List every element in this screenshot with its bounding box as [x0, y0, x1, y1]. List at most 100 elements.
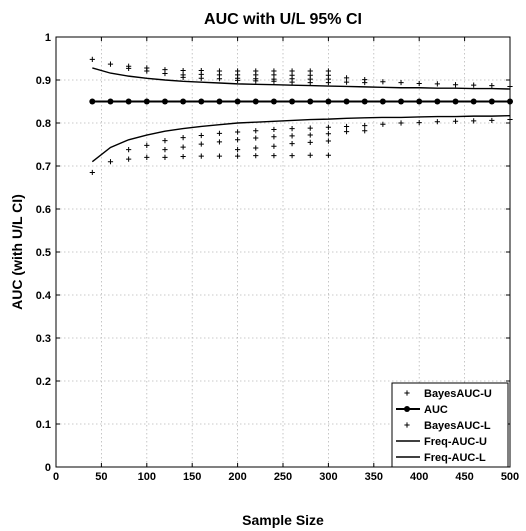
data-point: [126, 65, 132, 71]
data-point: [126, 156, 132, 162]
y-axis-label: AUC (with U/L CI): [9, 194, 25, 310]
data-point: [307, 132, 313, 138]
legend-marker: [404, 422, 410, 428]
data-point: [107, 61, 114, 67]
data-point: [89, 98, 96, 105]
data-point: [162, 154, 168, 160]
x-tick-label: 400: [410, 471, 428, 483]
y-tick-label: 0.7: [36, 161, 51, 173]
data-point: [235, 137, 241, 143]
data-point: [216, 130, 223, 136]
data-point: [216, 139, 223, 145]
data-point: [416, 80, 422, 87]
data-point: [380, 121, 386, 127]
data-point: [361, 98, 368, 105]
data-point: [89, 56, 95, 62]
data-point: [398, 98, 405, 105]
data-point: [507, 116, 513, 123]
legend-label: BayesAUC-U: [424, 388, 492, 400]
data-point: [216, 76, 223, 82]
data-point: [380, 79, 386, 85]
legend-item: Freq-AUC-L: [396, 452, 486, 464]
data-point: [253, 153, 259, 159]
data-point: [180, 135, 186, 141]
data-point: [180, 98, 187, 105]
legend-label: BayesAUC-L: [424, 420, 491, 432]
legend-item: Freq-AUC-U: [396, 436, 487, 448]
data-point: [161, 98, 168, 105]
data-point: [235, 147, 241, 153]
y-tick-label: 0: [45, 462, 51, 474]
legend-marker: [404, 390, 410, 396]
data-point: [198, 132, 204, 139]
data-point: [144, 154, 150, 160]
data-point: [234, 98, 241, 105]
data-point: [253, 145, 259, 151]
data-point: [216, 153, 223, 159]
data-point: [271, 134, 277, 140]
data-point: [507, 98, 513, 105]
legend-box: [391, 382, 509, 468]
y-tick-label: 0.6: [36, 204, 51, 216]
y-tick-label: 1: [45, 32, 51, 44]
x-tick-label: 50: [95, 471, 107, 483]
data-point: [362, 122, 368, 129]
x-tick-label: 350: [365, 471, 383, 483]
data-point: [307, 98, 314, 105]
data-point: [271, 78, 277, 84]
x-tick-label: 0: [53, 471, 59, 483]
data-point: [89, 169, 95, 176]
data-point: [434, 119, 440, 125]
data-point: [235, 153, 241, 159]
data-point: [416, 119, 422, 126]
y-tick-label: 0.2: [36, 376, 51, 388]
data-point: [271, 153, 277, 159]
data-point: [126, 147, 132, 153]
data-point: [307, 79, 313, 86]
data-point: [271, 126, 277, 133]
data-point: [307, 139, 313, 145]
data-point: [252, 98, 259, 105]
y-tick-label: 0.4: [36, 290, 52, 302]
data-point: [198, 75, 204, 81]
data-point: [452, 98, 459, 105]
series-bayesauc-l: [89, 116, 513, 176]
data-point: [325, 138, 331, 144]
data-point: [253, 78, 259, 84]
data-point: [162, 138, 168, 144]
legend-item: BayesAUC-L: [404, 420, 491, 432]
data-point: [325, 152, 331, 158]
data-point: [253, 128, 259, 134]
legend-item: BayesAUC-U: [404, 388, 492, 400]
data-point: [398, 79, 404, 86]
data-point: [180, 153, 186, 160]
data-point: [143, 98, 150, 105]
data-point: [434, 98, 441, 105]
data-point: [271, 143, 277, 149]
data-point: [471, 118, 477, 124]
data-point: [198, 153, 204, 159]
x-axis-label: Sample Size: [242, 512, 324, 528]
data-point: [270, 98, 277, 105]
series-freq-auc-u: [92, 67, 511, 90]
data-point: [489, 82, 495, 89]
data-point: [307, 152, 313, 158]
data-point: [253, 135, 259, 141]
tick-layer: 0 50 100 150 200 250 300 350 400 450 500 0 0.1 0.2 0.3…: [36, 32, 519, 483]
data-point: [180, 144, 186, 150]
y-tick-label: 0.1: [36, 419, 51, 431]
x-tick-label: 500: [501, 471, 519, 483]
data-point: [325, 79, 331, 86]
series-line: [91, 114, 511, 163]
legend-label: AUC: [424, 404, 448, 416]
data-point: [325, 131, 331, 137]
data-point: [362, 128, 368, 134]
x-tick-label: 250: [274, 471, 292, 483]
data-point: [144, 142, 150, 148]
data-point: [162, 147, 168, 153]
data-point: [398, 120, 404, 126]
data-point: [471, 82, 477, 88]
data-point: [452, 118, 459, 124]
series-line: [92, 67, 511, 90]
